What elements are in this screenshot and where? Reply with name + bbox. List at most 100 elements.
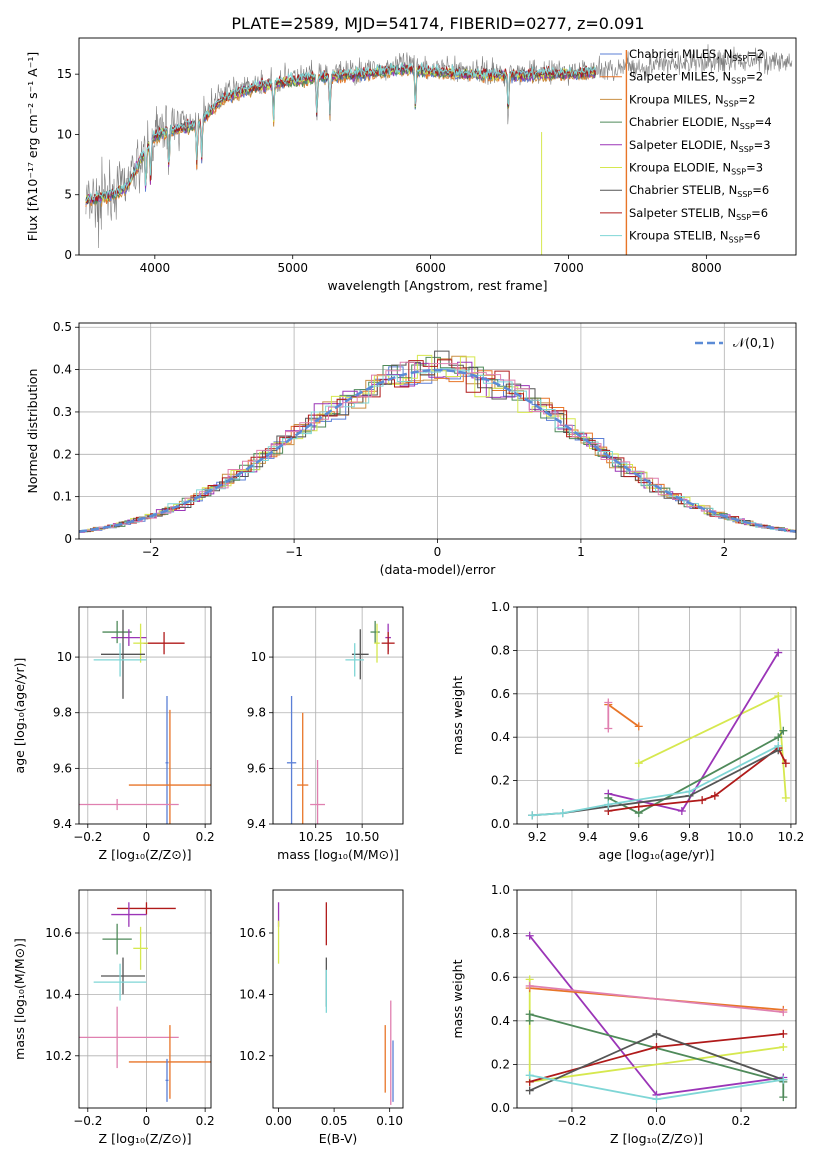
x-tick-label: −0.2 [557, 1114, 586, 1128]
y-tick-label: 0.4 [491, 730, 510, 744]
subscript: SSP [740, 122, 755, 131]
figure-title: PLATE=2589, MJD=54174, FIBERID=0277, z=0… [231, 14, 644, 33]
x-axis-label: Z [log₁₀(Z/Z⊙)] [610, 1131, 703, 1146]
x-tick-label: 8000 [691, 261, 722, 275]
x-axis-label: (data-model)/error [380, 562, 497, 577]
x-axis-label: wavelength [Angstrom, rest frame] [327, 278, 547, 293]
x-tick-label: −0.2 [73, 1114, 102, 1128]
legend-entry-label: Chabrier MILES, NSSP=2 [629, 47, 764, 63]
y-tick-label: 0.8 [491, 643, 510, 657]
plus-marker [779, 1008, 788, 1017]
legend-entry-label: Salpeter STELIB, NSSP=6 [629, 206, 768, 222]
x-tick-label: 10.50 [345, 830, 379, 844]
x-tick-label: 9.8 [680, 830, 699, 844]
plus-marker [685, 787, 694, 796]
y-axis-label: mass [log₁₀(M/M⊙)] [12, 938, 27, 1060]
age_vs_mass-panel: 10.25 10.50 9.4 9.6 9.8 10 mass [log₁₀(M/M⊙)] [247, 606, 404, 862]
y-tick-label: 0.5 [53, 320, 72, 334]
y-tick-label: 0.8 [491, 927, 510, 941]
x-tick-label: 0 [143, 830, 151, 844]
plus-marker [779, 1093, 788, 1102]
plus-marker [634, 759, 643, 768]
y-tick-label: 15 [57, 67, 72, 81]
plus-marker [774, 648, 783, 657]
y-tick-label: 0.2 [491, 774, 510, 788]
subscript: SSP [736, 213, 751, 222]
plus-marker [525, 931, 534, 940]
x-tick-label: −0.2 [73, 830, 102, 844]
x-tick-label: 1 [577, 545, 585, 559]
age_vs_mass-plot-area [273, 607, 403, 824]
x-axis-label: E(B-V) [319, 1131, 358, 1146]
legend-entry-value: =6 [751, 206, 768, 220]
y-tick-label: 10.4 [239, 987, 266, 1001]
legend-entry-label: Kroupa ELODIE, NSSP=3 [629, 161, 763, 177]
plus-marker [604, 724, 613, 733]
y-tick-label: 9.4 [53, 817, 72, 831]
y-axis-label: mass weight [450, 676, 465, 755]
mass_weight_vs_age-panel: 9.2 9.4 9.6 9.8 10.0 10.2 0.0 0.2 0.4 0.6 0.8 1.0 ag… [450, 600, 804, 862]
x-tick-label: −2 [142, 545, 160, 559]
subscript: SSP [731, 77, 746, 86]
residual_histogram-panel: −2 −1 0 1 2 0 0.1 0.2 0.3 0.4 0.5 (data-model)/erro… [25, 320, 797, 577]
legend-entry-value: =3 [746, 161, 763, 175]
y-tick-label: 9.6 [53, 761, 72, 775]
x-tick-label: 5000 [277, 261, 308, 275]
age_vs_Z-plot-area [79, 607, 211, 824]
plus-marker [652, 1042, 661, 1051]
x-axis-label: Z [log₁₀(Z/Z⊙)] [99, 1131, 192, 1146]
spectrum-panel: 4000 5000 6000 7000 8000 0 5 10 15 wavelength [An… [25, 37, 797, 293]
y-tick-label: 10.4 [45, 987, 72, 1001]
y-tick-label: 0.6 [491, 970, 510, 984]
mass_vs_Z-plot-area [79, 890, 211, 1108]
y-tick-label: 10 [57, 127, 72, 141]
mass-weight-series-line [607, 730, 785, 815]
x-tick-label: 0.05 [321, 1114, 348, 1128]
mass_vs_ebv-plot-area [277, 902, 394, 1105]
subscript: SSP [731, 168, 746, 177]
y-tick-label: 9.6 [247, 761, 266, 775]
y-tick-label: 10.2 [45, 1049, 72, 1063]
legend-entry-label: Chabrier STELIB, NSSP=6 [629, 183, 769, 199]
histogram-step-9 [79, 361, 796, 533]
x-tick-label: 10.0 [727, 830, 754, 844]
y-axis-label: Normed distribution [25, 369, 40, 494]
legend-entry-value: =2 [739, 92, 756, 106]
plus-marker [781, 759, 790, 768]
legend-entry-value: =3 [754, 138, 771, 152]
x-tick-label: 6000 [415, 261, 446, 275]
legend-entry-label: Salpeter ELODIE, NSSP=3 [629, 138, 771, 154]
subscript: SSP [739, 145, 754, 154]
axes-frame [78, 322, 797, 540]
plus-marker [779, 1029, 788, 1038]
mass-weight-series-line [607, 703, 640, 728]
x-tick-label: 0.2 [196, 1114, 215, 1128]
x-tick-label: 9.6 [629, 830, 648, 844]
age_vs_Z-panel: −0.2 0 0.2 9.4 9.6 9.8 10 Z [log₁₀(Z/Z⊙)] age [l… [12, 606, 215, 862]
y-tick-label: 10 [57, 650, 72, 664]
x-tick-label: 0 [434, 545, 442, 559]
spectrum-plot-area [85, 44, 793, 255]
y-tick-label: 9.8 [53, 706, 72, 720]
plus-marker [652, 1095, 661, 1104]
y-tick-label: 1.0 [491, 883, 510, 897]
x-tick-label: 10.2 [778, 830, 805, 844]
plus-marker [710, 791, 719, 800]
legend-entry-value: =4 [755, 115, 772, 129]
plus-marker [634, 802, 643, 811]
x-tick-label: 9.4 [578, 830, 597, 844]
y-tick-label: 0.4 [491, 1014, 510, 1028]
y-axis-label: mass weight [450, 959, 465, 1038]
y-tick-label: 0 [64, 248, 72, 262]
legend-entry-label: Salpeter MILES, NSSP=2 [629, 70, 763, 86]
plus-marker [779, 1042, 788, 1051]
y-tick-label: 5 [64, 188, 72, 202]
y-tick-label: 0.0 [491, 817, 510, 831]
mass_weight_vs_Z-panel: −0.2 0.0 0.2 0.0 0.2 0.4 0.6 0.8 1.0 Z [log₁₀(Z/Z… [450, 883, 797, 1146]
subscript: SSP [737, 190, 752, 199]
plus-marker [604, 698, 613, 707]
axes-frame [516, 889, 797, 1109]
x-axis-label: Z [log₁₀(Z/Z⊙)] [99, 847, 192, 862]
plus-marker [525, 981, 534, 990]
